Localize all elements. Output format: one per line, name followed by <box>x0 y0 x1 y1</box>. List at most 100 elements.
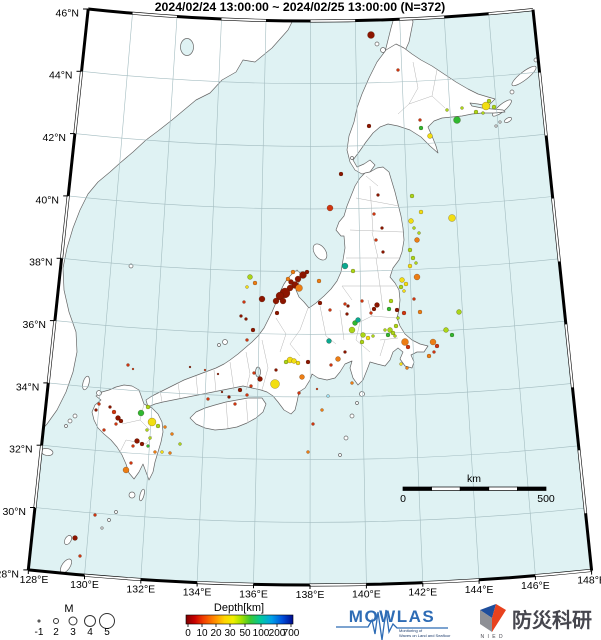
quake-dot <box>126 363 130 367</box>
quake-dot <box>233 402 237 406</box>
quake-dot <box>134 438 140 444</box>
latitude-labels: 46°N 44°N 42°N 40°N 38°N 36°N 34°N 32°N 30°N 28°N <box>0 8 88 581</box>
quake-dot <box>160 450 164 454</box>
lon-label: 132°E <box>126 584 155 596</box>
quake-dot <box>491 104 497 110</box>
quake-dot <box>345 312 349 316</box>
quake-dot <box>272 297 280 305</box>
lat-label: 30°N <box>3 506 26 518</box>
quake-dot <box>145 428 149 432</box>
quake-dot <box>418 125 424 131</box>
quake-dot <box>401 310 407 316</box>
lat-label: 28°N <box>0 569 19 581</box>
quake-dot <box>386 306 392 312</box>
nied-mark-gray-icon <box>480 610 492 632</box>
quake-dot <box>401 338 409 346</box>
quake-dot <box>399 277 405 283</box>
quake-dot <box>178 442 182 446</box>
quake-dot <box>328 308 332 312</box>
quake-dot <box>320 408 324 412</box>
quake-dot <box>148 436 152 440</box>
quake-dot <box>398 284 404 290</box>
quake-dot <box>403 281 409 287</box>
quake-dot <box>371 306 377 312</box>
lon-label: 146°E <box>521 580 550 592</box>
quake-dot <box>111 409 117 415</box>
quake-dot <box>114 422 118 426</box>
magnitude-legend-label: M <box>64 603 73 615</box>
quake-dot <box>367 31 375 39</box>
quake-dot <box>383 328 387 332</box>
quake-dot <box>78 554 82 558</box>
map-title: 2024/02/24 13:00:00 ~ 2024/02/25 13:00:0… <box>155 0 446 14</box>
quake-dot <box>374 302 380 308</box>
quake-dot <box>329 363 333 367</box>
magnitude-legend-circle <box>68 616 78 626</box>
lon-label: 130°E <box>70 579 99 591</box>
quake-dot <box>414 261 418 265</box>
quake-dot <box>249 384 253 388</box>
quake-dot <box>242 300 246 304</box>
lat-label: 40°N <box>36 195 59 207</box>
quake-dot <box>146 444 150 448</box>
quake-dot <box>274 310 280 316</box>
quake-dot <box>247 274 253 280</box>
mowlas-logo: MOWLAS Monitoring of Waves on Land and S… <box>336 607 451 640</box>
quake-dot <box>326 338 332 344</box>
quake-dot <box>216 372 220 376</box>
quake-dot <box>335 356 341 362</box>
mowlas-tagline-1: Monitoring of <box>399 628 423 633</box>
quake-dot <box>456 309 462 315</box>
quake-dot <box>385 332 391 338</box>
quake-dot <box>93 513 97 517</box>
quake-dot <box>118 418 124 424</box>
depth-tick-label: 20 <box>210 628 222 639</box>
quake-dot <box>252 280 258 286</box>
quake-dot <box>274 368 278 372</box>
quake-dot <box>409 193 415 199</box>
magnitude-legend-circle <box>53 618 59 624</box>
quake-dot <box>129 461 133 465</box>
quake-dot <box>481 101 491 111</box>
quake-dot <box>390 330 396 336</box>
scalebar-end-label: 500 <box>537 493 555 505</box>
quake-dot <box>115 415 121 421</box>
lon-label: 128°E <box>20 574 49 586</box>
lat-label: 34°N <box>16 382 39 394</box>
quake-dot <box>369 311 373 315</box>
quake-dot <box>426 353 432 359</box>
depth-legend-label: Depth[km] <box>214 602 264 614</box>
quake-dot <box>270 379 280 389</box>
lat-label: 38°N <box>29 257 52 269</box>
quake-dot <box>417 309 423 315</box>
quake-dot <box>291 358 297 364</box>
quake-dot <box>360 332 366 338</box>
quake-dot <box>285 276 291 282</box>
quake-dot <box>355 317 361 323</box>
quake-dot <box>388 298 394 304</box>
quake-dot <box>381 250 385 254</box>
scalebar-segment <box>402 486 432 491</box>
lat-label: 44°N <box>49 70 72 82</box>
lon-label: 142°E <box>408 587 437 599</box>
quake-dot <box>295 284 303 292</box>
quake-dot <box>145 404 151 410</box>
magnitude-legend-value: -1 <box>35 627 44 638</box>
quake-dot <box>418 118 422 122</box>
quake-dot <box>206 397 210 401</box>
quake-dot <box>372 212 376 216</box>
map-frame <box>26 7 594 587</box>
quake-dot <box>275 291 285 301</box>
depth-tick-label: 10 <box>196 628 208 639</box>
lat-label: 42°N <box>43 132 66 144</box>
quake-dot <box>139 441 145 447</box>
magnitude-legend-value: 2 <box>53 627 59 638</box>
quake-dot <box>245 393 249 397</box>
quake-dot <box>348 326 356 334</box>
quake-dot <box>343 302 347 306</box>
quake-dot <box>72 535 78 541</box>
quake-dot <box>486 98 492 104</box>
quake-dot <box>237 387 243 393</box>
quake-dot <box>279 297 287 305</box>
